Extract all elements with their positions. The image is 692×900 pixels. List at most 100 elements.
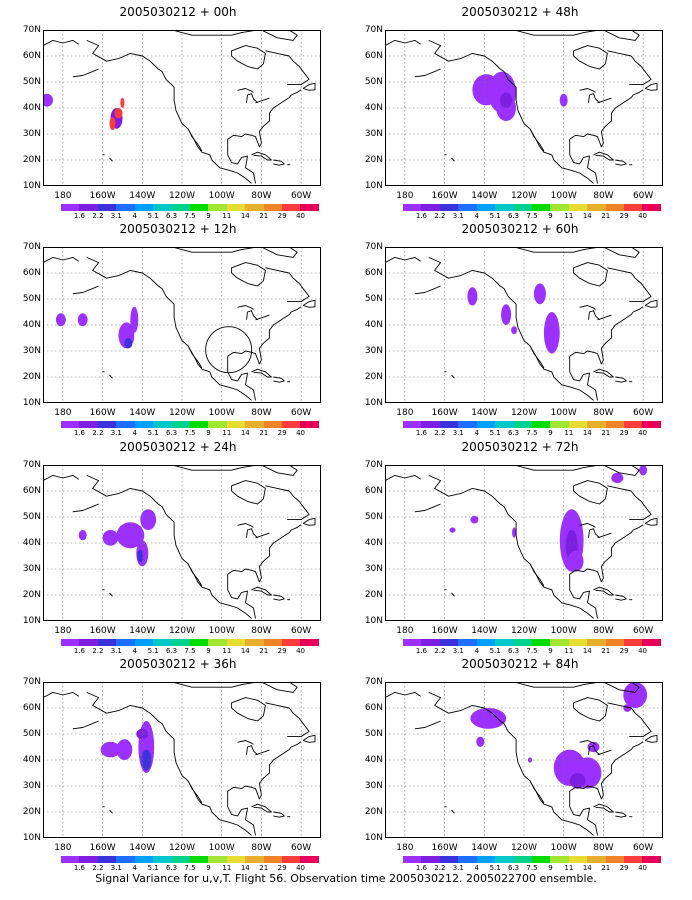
- coastline: [579, 88, 596, 93]
- lon-tick-label: 140W: [129, 191, 156, 201]
- coastline: [43, 691, 79, 698]
- colorbar-label: 6.3: [507, 212, 520, 220]
- colorbar-label: 1.6: [73, 864, 85, 872]
- plot-border: [385, 682, 663, 838]
- lat-tick-label: 60N: [22, 703, 41, 713]
- coastline: [231, 262, 266, 287]
- coastline: [227, 579, 256, 619]
- map-canvas: [385, 465, 663, 621]
- coastline: [607, 50, 652, 86]
- coastline: [529, 345, 545, 369]
- colorbar-label: 9: [206, 429, 211, 437]
- map-plot-area: [43, 247, 321, 403]
- coastline: [86, 691, 252, 836]
- lon-tick-label: 100W: [208, 843, 235, 853]
- lat-tick-label: 60N: [364, 486, 383, 496]
- colorbar-label: 9: [548, 864, 553, 872]
- coastline: [573, 262, 608, 287]
- coastline: [593, 586, 614, 596]
- lon-tick-label: 120W: [168, 843, 196, 853]
- lon-tick-label: 100W: [208, 408, 235, 418]
- colorbar-swatch: [263, 639, 283, 646]
- variance-contour: [449, 527, 456, 533]
- colorbar-swatch: [153, 639, 172, 646]
- coastline: [261, 465, 298, 476]
- lat-tick-label: 10N: [364, 398, 383, 408]
- lon-tick-label: 60W: [632, 843, 654, 853]
- colorbar-swatch: [624, 856, 643, 863]
- colorbar-label: 21: [259, 429, 269, 437]
- lon-tick-label: 80W: [251, 626, 272, 636]
- coastline: [265, 702, 310, 738]
- coastline: [237, 88, 254, 93]
- colorbar-swatch: [476, 421, 496, 428]
- panel-title: 2005030212 + 36h: [119, 657, 237, 671]
- colorbar-label: 14: [240, 647, 250, 655]
- lon-tick-label: 160W: [431, 843, 458, 853]
- colorbar-swatch: [642, 204, 661, 211]
- coastline: [529, 780, 545, 804]
- plot-border: [43, 682, 321, 838]
- lat-tick-label: 40N: [364, 538, 383, 548]
- colorbar-label: 4: [132, 864, 137, 872]
- lat-tick-label: 70N: [364, 677, 383, 687]
- coastline: [428, 39, 594, 184]
- coastline: [428, 256, 594, 401]
- colorbar-label: 29: [277, 647, 287, 655]
- colorbar-label: 21: [259, 212, 269, 220]
- colorbar-label: 1.6: [415, 212, 427, 220]
- colorbar-label: 11: [564, 864, 574, 872]
- colorbar-swatch: [476, 204, 496, 211]
- colorbar-label: 7.5: [184, 647, 196, 655]
- colorbar-swatch: [550, 421, 569, 428]
- variance-contour: [114, 108, 123, 119]
- colorbar-label: 1.6: [73, 647, 85, 655]
- colorbar-label: 5.1: [147, 864, 159, 872]
- lat-tick-label: 60N: [22, 486, 41, 496]
- coastline: [86, 39, 252, 184]
- colorbar-label: 5.1: [147, 429, 159, 437]
- coastline: [109, 374, 113, 379]
- coastline: [529, 128, 545, 152]
- colorbar-swatch: [61, 421, 80, 428]
- lat-tick-label: 30N: [22, 346, 41, 356]
- variance-contour: [124, 338, 133, 349]
- coastline: [451, 157, 455, 162]
- colorbar-label: 6.3: [165, 212, 178, 220]
- colorbar: [403, 204, 661, 211]
- coastline: [644, 517, 658, 526]
- lon-tick-label: 60W: [290, 626, 312, 636]
- coastline: [593, 368, 614, 378]
- colorbar-label: 29: [619, 647, 629, 655]
- lon-tick-label: 180: [54, 626, 72, 636]
- coastline: [171, 30, 258, 36]
- colorbar-label: 5.1: [489, 429, 501, 437]
- colorbar-label: 11: [222, 429, 232, 437]
- colorbar-swatch: [171, 421, 190, 428]
- colorbar-label: 14: [240, 429, 250, 437]
- colorbar-swatch: [458, 204, 477, 211]
- coastline: [265, 50, 310, 86]
- colorbar-swatch: [226, 856, 246, 863]
- colorbar-swatch: [97, 639, 117, 646]
- colorbar-swatch: [189, 639, 209, 646]
- map-plot-area: [385, 247, 663, 403]
- coastline: [237, 305, 254, 310]
- variance-contour: [55, 313, 66, 327]
- colorbar-swatch: [116, 856, 135, 863]
- colorbar-swatch: [587, 204, 606, 211]
- colorbar-label: 11: [222, 647, 232, 655]
- variance-contour: [116, 522, 145, 549]
- colorbar-label: 11: [564, 647, 574, 655]
- colorbar-label: 5.1: [489, 647, 501, 655]
- colorbar-swatch: [245, 204, 264, 211]
- lat-tick-label: 40N: [22, 538, 41, 548]
- coastline: [251, 151, 272, 161]
- colorbar-label: 5.1: [147, 647, 159, 655]
- lon-tick-label: 120W: [510, 626, 538, 636]
- coastline: [109, 592, 113, 597]
- map-canvas: [385, 247, 663, 403]
- colorbar-label: 40: [296, 864, 306, 872]
- colorbar-swatch: [421, 639, 440, 646]
- colorbar-swatch: [403, 421, 422, 428]
